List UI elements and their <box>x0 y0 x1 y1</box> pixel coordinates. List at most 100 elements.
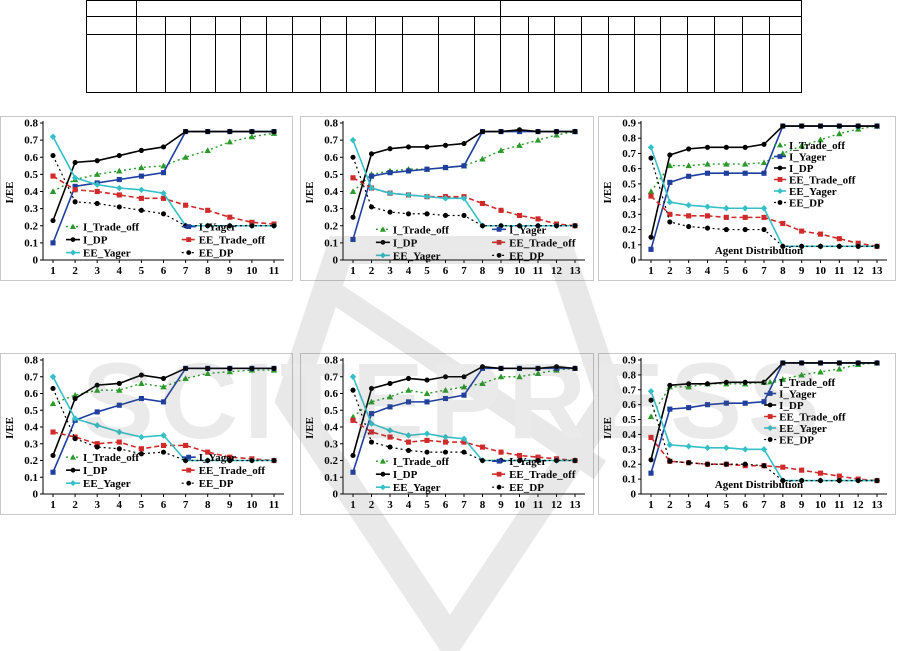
data-point <box>160 383 167 390</box>
data-point <box>461 212 467 219</box>
data-point <box>405 168 412 174</box>
data-point <box>516 142 523 148</box>
data-point <box>854 125 862 132</box>
data-point <box>723 205 730 212</box>
data-point <box>686 381 692 387</box>
data-point <box>138 207 144 213</box>
legend-marker <box>767 402 773 408</box>
y-tick-label: 0.6 <box>24 388 38 400</box>
data-point <box>667 179 673 185</box>
y-tick-label: 0.3 <box>24 438 38 450</box>
data-point <box>799 467 805 473</box>
x-tick-label: 4 <box>705 499 711 511</box>
data-point <box>572 365 578 371</box>
data-point <box>387 380 393 387</box>
data-point <box>723 400 729 406</box>
x-tick-label: 8 <box>780 499 786 511</box>
legend-label: I_DP <box>779 400 804 412</box>
x-tick-label: 8 <box>480 499 486 511</box>
data-point <box>460 435 468 442</box>
data-point <box>405 211 412 217</box>
data-point <box>368 151 375 157</box>
legend: I_Trade_offI_YagerI_DPEE_Trade_offEE_Yag… <box>715 377 846 491</box>
y-tick-label: 0.5 <box>622 178 636 190</box>
data-point <box>685 202 692 209</box>
series-dp <box>350 127 578 220</box>
legend-marker <box>380 471 386 477</box>
legend-label: EE_Trade_off <box>509 237 576 249</box>
y-tick-label: 0 <box>631 255 637 267</box>
data-point <box>424 437 430 443</box>
legend-label: EE_Yager <box>83 478 131 490</box>
x-tick-label: 13 <box>570 265 582 277</box>
data-point <box>205 207 211 213</box>
data-point <box>798 371 805 378</box>
data-point <box>761 226 767 233</box>
y-tick-label: 0.8 <box>24 355 38 367</box>
data-point <box>368 439 375 445</box>
data-point <box>349 373 357 380</box>
data-point <box>442 195 449 202</box>
y-tick-label: 0.1 <box>622 239 636 251</box>
series-trade_off <box>49 366 278 407</box>
x-tick-label: 11 <box>269 499 279 511</box>
x-tick-label: 5 <box>424 265 430 277</box>
legend-label: EE_Yager <box>789 186 837 198</box>
legend-marker <box>70 237 76 242</box>
data-point <box>249 223 255 229</box>
data-point <box>405 399 412 405</box>
data-point <box>349 136 357 144</box>
data-point <box>855 360 861 366</box>
x-tick-label: 6 <box>443 499 449 511</box>
data-point <box>553 364 560 370</box>
data-point <box>686 223 692 230</box>
data-point <box>116 152 122 159</box>
table-border <box>86 0 802 93</box>
data-point <box>138 147 144 153</box>
series-ee_trade_off <box>648 193 880 249</box>
data-point <box>723 379 729 385</box>
data-point <box>780 478 786 484</box>
data-point <box>249 365 255 371</box>
data-point <box>817 231 824 237</box>
y-axis-title: I/EE <box>602 181 614 203</box>
legend-label: I_DP <box>393 237 418 249</box>
x-tick-label: 8 <box>480 265 486 277</box>
data-point <box>780 464 786 470</box>
x-tick-label: 3 <box>94 265 100 277</box>
x-tick-label: 9 <box>227 499 233 511</box>
legend-marker <box>496 252 502 258</box>
y-tick-label: 0.7 <box>324 135 338 147</box>
legend-marker <box>777 154 783 159</box>
chart-svg: 0 0.1 0.2 0.3 0.4 0.5 0.6 0.7 0.8 1 2 3 4 5 6 7 8 9 10 11 I/… <box>4 355 284 511</box>
data-point <box>780 220 786 227</box>
data-point <box>836 478 842 484</box>
data-point <box>648 234 654 240</box>
legend-label: I_DP <box>83 465 108 477</box>
data-point <box>227 223 233 229</box>
y-tick-label: 0.9 <box>622 355 636 367</box>
data-point <box>760 446 768 453</box>
x-tick-label: 2 <box>72 265 78 277</box>
data-point <box>704 213 711 219</box>
data-point <box>516 127 523 133</box>
legend-marker <box>777 200 783 205</box>
x-tick-label: 10 <box>514 265 526 277</box>
legend-label: I_DP <box>393 469 418 481</box>
data-point <box>423 390 431 397</box>
y-tick-label: 0.8 <box>622 369 636 381</box>
legend-marker <box>186 237 192 242</box>
y-tick-label: 0.7 <box>622 384 636 396</box>
data-point <box>742 214 748 220</box>
x-tick-label: 7 <box>761 499 767 511</box>
x-tick-label: 9 <box>498 265 504 277</box>
data-point <box>116 184 123 192</box>
data-point <box>817 470 824 476</box>
legend-marker <box>70 223 77 229</box>
y-tick-label: 0.2 <box>324 220 338 232</box>
data-point <box>497 147 505 153</box>
x-tick-label: 3 <box>686 265 692 277</box>
data-point <box>116 176 122 183</box>
y-tick-label: 0.6 <box>324 152 338 164</box>
